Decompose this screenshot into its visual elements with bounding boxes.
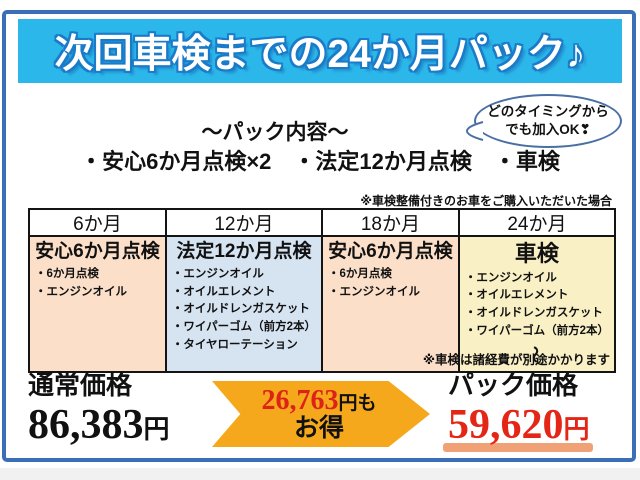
pack-item: ・ワイパーゴム（前方2本） (171, 321, 316, 334)
pack-item: ・エンジンオイル (35, 285, 127, 298)
note-below-table: ※車検は諸経費が別途かかります (422, 353, 610, 367)
pack-column-items: ・6か月点検・エンジンオイル (35, 266, 160, 302)
pack-price-unit: 円 (563, 415, 590, 445)
pack-item: ・エンジンオイル (328, 285, 420, 298)
normal-price-unit: 円 (143, 415, 170, 445)
bubble-line-1: どのタイミングから (487, 103, 609, 119)
schedule-table: 6か月 12か月 18か月 24か月 安心6か月点検 ・6か月点検 ・エンジンオイ… (28, 208, 616, 373)
month-header-18: 18か月 (323, 210, 460, 237)
savings-word: お得 (293, 414, 344, 442)
pack-item: ・6か月点検 (328, 267, 392, 280)
pack-column-title: 車検 (514, 241, 559, 266)
month-header-6: 6か月 (30, 210, 167, 237)
pack-item: ・オイルドレンガスケット (464, 307, 603, 320)
month-header-24: 24か月 (459, 210, 614, 237)
pack-item: ・オイルエレメント (464, 289, 569, 302)
pack-column-12month: 法定12か月点検 ・エンジンオイル ・オイルエレメント・オイルドレンガスケット ・ワ… (166, 237, 323, 371)
price-highlight-underline (443, 443, 593, 453)
pack-item: ・タイヤローテーション (171, 339, 298, 351)
pack-item: ・エンジンオイル (171, 267, 264, 280)
savings-unit: 円も (338, 392, 377, 414)
pack-item: ・ワイパーゴム（前方2本） (464, 324, 609, 337)
pack-item: ・オイルエレメント (171, 285, 276, 298)
pack-price-label: パック価格 (448, 371, 579, 400)
page-title: 次回車検までの24か月パック♪ (54, 33, 586, 76)
pack-price-wrap: 59,620円 (443, 401, 593, 453)
pack-column-18month: 安心6か月点検 ・6か月点検・エンジンオイル (323, 237, 460, 371)
pack-price-block: パック価格 59,620円 (443, 370, 593, 453)
normal-price-label: 通常価格 (28, 371, 133, 400)
pack-item: ・オイルドレンガスケット (171, 303, 310, 316)
pack-content-heading: 〜パック内容〜 (201, 121, 349, 144)
pack-column-title: 安心6か月点検 (328, 241, 453, 262)
pack-column-24month: 車検 ・エンジンオイル ・オイルエレメント・オイルドレンガスケット ・ワイパーゴム（… (459, 237, 614, 371)
page-bottom-strip (0, 468, 640, 480)
pack-column-items: ・エンジンオイル ・オイルエレメント・オイルドレンガスケット ・ワイパーゴム（前方2… (465, 270, 609, 341)
pack-column-items: ・6か月点検・エンジンオイル (328, 266, 453, 302)
speech-bubble-tail-icon (466, 121, 484, 141)
pack-item: ・エンジンオイル (464, 271, 557, 284)
savings-arrow: 26,763円も お得 (212, 381, 430, 447)
month-header-12: 12か月 (166, 210, 323, 237)
note-above-table: ※車検整備付きのお車をご購入いただいた場合 (360, 194, 612, 208)
pack-column-6month: 安心6か月点検 ・6か月点検・エンジンオイル (30, 237, 167, 371)
pack-price-value: 59,620円 (448, 402, 590, 449)
pack-column-title: 法定12か月点検 (176, 241, 312, 262)
pack-content-summary: ・安心6か月点検×2 ・法定12か月点検 ・車検 (80, 149, 560, 174)
pack-item: ・6か月点検 (35, 267, 99, 280)
pack-column-items: ・エンジンオイル ・オイルエレメント・オイルドレンガスケット ・ワイパーゴム（前方2… (172, 266, 316, 355)
savings-amount: 26,763円も (261, 384, 377, 416)
bubble-line-2: でも加入OK❣ (505, 122, 591, 137)
title-banner: 次回車検までの24か月パック♪ (18, 19, 622, 83)
normal-price-block: 通常価格 86,383円 (28, 370, 170, 449)
normal-price-value: 86,383円 (28, 402, 170, 449)
pack-column-title: 安心6か月点検 (35, 241, 160, 262)
speech-bubble: どのタイミングから でも加入OK❣ (466, 94, 622, 148)
